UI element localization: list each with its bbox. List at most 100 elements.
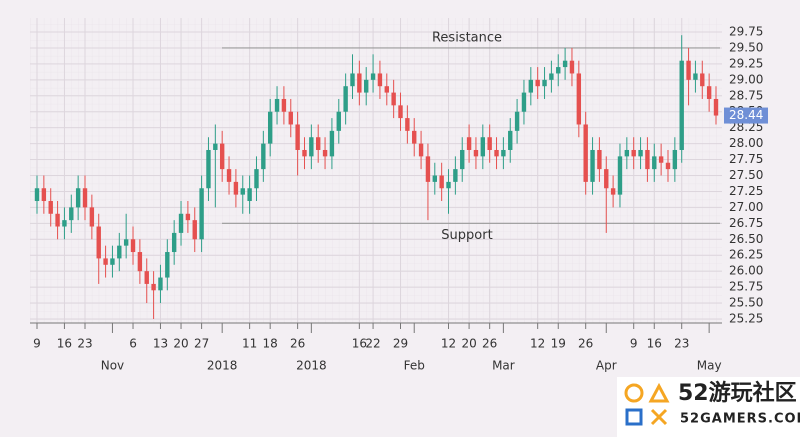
x-tick-label: 29 xyxy=(393,337,408,351)
x-tick-label: 12 xyxy=(530,337,545,351)
candle-body xyxy=(158,277,163,291)
y-tick-label: 26.50 xyxy=(729,232,763,246)
candle-body xyxy=(123,239,129,246)
y-tick-label: 28.25 xyxy=(729,120,763,134)
x-tick-label: 23 xyxy=(77,337,92,351)
x-tick-label: 9 xyxy=(33,337,41,351)
candle-body xyxy=(185,213,191,221)
x-tick-label: 16 xyxy=(647,337,662,351)
candle-body xyxy=(473,149,479,157)
candle-body xyxy=(706,86,712,99)
candle-body xyxy=(274,98,280,112)
candle-body xyxy=(75,188,81,208)
candle-body xyxy=(178,213,184,233)
candle-body xyxy=(432,175,437,182)
x-tick-label: 16 xyxy=(57,337,72,351)
candle-body xyxy=(528,79,534,93)
y-tick-label: 28.00 xyxy=(729,136,763,150)
candle-body xyxy=(652,156,657,170)
candle-body xyxy=(569,60,575,74)
candle-body xyxy=(556,67,561,74)
x-tick-label: 26 xyxy=(482,337,497,351)
y-tick-label: 29.00 xyxy=(729,72,763,86)
candle-body xyxy=(165,252,170,278)
candle-body xyxy=(322,149,328,157)
x-tick-label: 9 xyxy=(630,337,638,351)
x-tick-label: 19 xyxy=(551,337,566,351)
y-tick-label: 25.25 xyxy=(729,312,763,326)
candle-body xyxy=(672,149,678,170)
candle-body xyxy=(130,239,136,253)
candle-body xyxy=(466,137,472,150)
candle-body xyxy=(617,156,623,195)
candle-body xyxy=(144,271,149,284)
candle-body xyxy=(460,149,465,170)
candle-body xyxy=(267,111,273,144)
candle-body xyxy=(343,86,348,112)
candle-body xyxy=(679,60,684,150)
candle-body xyxy=(398,105,403,119)
candle-body xyxy=(309,137,314,157)
candle-body xyxy=(62,220,67,227)
candle-body xyxy=(295,124,300,150)
candle-body xyxy=(446,181,451,189)
candle-body xyxy=(48,201,53,214)
candle-body xyxy=(213,143,218,150)
watermark-bg xyxy=(617,377,800,437)
y-tick-label: 27.00 xyxy=(729,200,763,214)
candle-body xyxy=(521,92,527,112)
candle-body xyxy=(89,207,95,227)
candle-body xyxy=(302,149,307,157)
candle-body xyxy=(55,213,60,227)
candle-body xyxy=(370,73,376,80)
level-label: Resistance xyxy=(432,30,502,45)
candle-body xyxy=(494,149,499,157)
candle-body xyxy=(631,149,636,157)
candle-body xyxy=(103,258,108,265)
candle-body xyxy=(377,73,383,87)
candle-body xyxy=(576,73,582,125)
candle-body xyxy=(233,181,239,195)
candle-body xyxy=(542,79,547,87)
x-major-label: May xyxy=(697,359,722,373)
candle-body xyxy=(254,169,259,189)
candle-body xyxy=(693,73,698,80)
candle-body xyxy=(247,188,252,202)
candle-body xyxy=(412,130,417,144)
x-major-label: Apr xyxy=(596,359,617,373)
candle-body xyxy=(418,143,424,157)
candle-body xyxy=(357,73,362,93)
candle-body xyxy=(350,73,355,87)
candle-body xyxy=(487,137,492,150)
candle-body xyxy=(562,60,568,68)
last-price-box xyxy=(724,107,768,124)
candle-body xyxy=(624,149,630,157)
candle-body xyxy=(364,79,369,93)
candle-body xyxy=(82,188,88,208)
last-price-label: 28.44 xyxy=(729,108,763,122)
candle-body xyxy=(226,169,232,182)
candle-body xyxy=(638,149,643,157)
candle-body xyxy=(700,73,705,87)
candle-body xyxy=(151,283,156,291)
candle-body xyxy=(240,188,245,195)
candle-body xyxy=(713,98,719,116)
x-tick-label: 27 xyxy=(194,337,209,351)
candle-body xyxy=(137,252,143,272)
y-tick-label: 27.25 xyxy=(729,184,763,198)
y-tick-label: 27.50 xyxy=(729,168,763,182)
candle-body xyxy=(288,111,293,125)
candle-body xyxy=(391,92,396,106)
x-tick-label: 20 xyxy=(173,337,188,351)
x-tick-label: 22 xyxy=(365,337,380,351)
x-tick-label: 6 xyxy=(129,337,137,351)
x-major-label: Nov xyxy=(101,359,124,373)
candle-body xyxy=(117,245,122,259)
candle-body xyxy=(69,207,74,221)
x-major-label: Feb xyxy=(404,359,425,373)
candle-body xyxy=(405,118,410,131)
candle-body xyxy=(336,111,341,131)
candle-body xyxy=(199,188,204,240)
candle-body xyxy=(425,156,431,182)
